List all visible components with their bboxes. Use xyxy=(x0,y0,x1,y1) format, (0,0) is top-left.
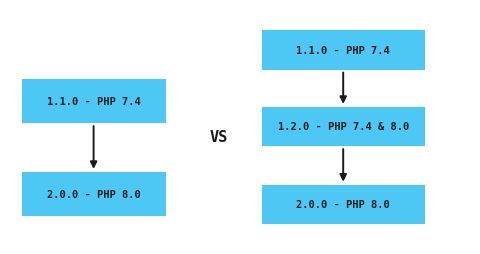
Text: 2.0.0 - PHP 8.0: 2.0.0 - PHP 8.0 xyxy=(47,189,141,199)
FancyBboxPatch shape xyxy=(262,107,425,147)
Text: 1.1.0 - PHP 7.4: 1.1.0 - PHP 7.4 xyxy=(296,46,390,56)
FancyBboxPatch shape xyxy=(262,185,425,224)
Text: VS: VS xyxy=(209,130,228,145)
FancyBboxPatch shape xyxy=(22,172,166,216)
Text: 1.1.0 - PHP 7.4: 1.1.0 - PHP 7.4 xyxy=(47,97,141,107)
FancyBboxPatch shape xyxy=(22,79,166,124)
FancyBboxPatch shape xyxy=(262,31,425,70)
Text: 2.0.0 - PHP 8.0: 2.0.0 - PHP 8.0 xyxy=(296,199,390,210)
Text: 1.2.0 - PHP 7.4 & 8.0: 1.2.0 - PHP 7.4 & 8.0 xyxy=(277,122,409,132)
